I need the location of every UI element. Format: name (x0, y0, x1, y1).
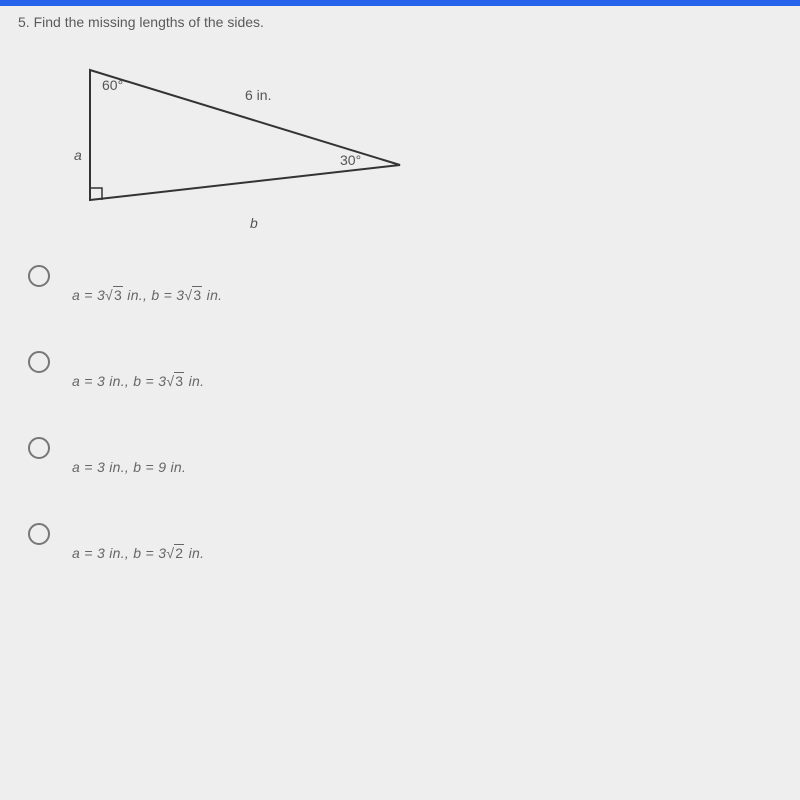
radio-icon[interactable] (28, 437, 50, 459)
option-text: a = 3 in., b = 9 in. (72, 459, 186, 475)
question-text: 5. Find the missing lengths of the sides… (18, 14, 264, 30)
top-accent-bar (0, 0, 800, 6)
option-d[interactable]: a = 3 in., b = 32 in. (28, 523, 222, 561)
question-number: 5. (18, 14, 30, 30)
option-a[interactable]: a = 33 in., b = 33 in. (28, 265, 222, 303)
side-a-label: a (74, 147, 82, 163)
radio-icon[interactable] (28, 265, 50, 287)
radio-icon[interactable] (28, 351, 50, 373)
hypotenuse-label: 6 in. (245, 87, 271, 103)
question-prompt: Find the missing lengths of the sides. (34, 14, 264, 30)
answer-options: a = 33 in., b = 33 in. a = 3 in., b = 33… (28, 265, 222, 609)
angle-right-label: 30° (340, 152, 361, 168)
triangle-svg: 60° 6 in. a 30° b (30, 50, 450, 240)
triangle-diagram: 60° 6 in. a 30° b (30, 50, 450, 230)
option-text: a = 3 in., b = 33 in. (72, 373, 204, 389)
page: 5. Find the missing lengths of the sides… (0, 0, 800, 800)
option-text: a = 3 in., b = 32 in. (72, 545, 204, 561)
option-text: a = 33 in., b = 33 in. (72, 287, 222, 303)
radio-icon[interactable] (28, 523, 50, 545)
side-b-label: b (250, 215, 258, 231)
option-c[interactable]: a = 3 in., b = 9 in. (28, 437, 222, 475)
option-b[interactable]: a = 3 in., b = 33 in. (28, 351, 222, 389)
angle-top-label: 60° (102, 77, 123, 93)
